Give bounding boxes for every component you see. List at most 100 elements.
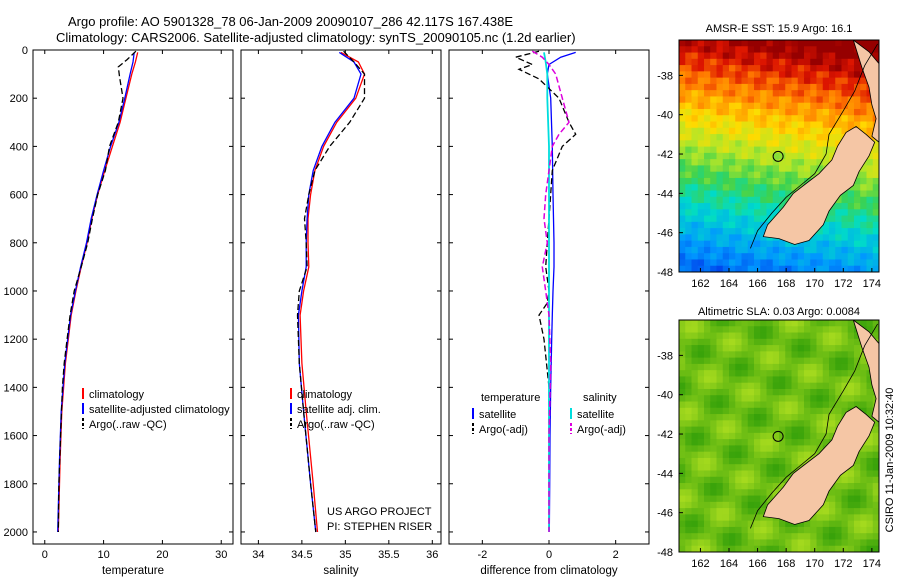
map-cell: [704, 501, 711, 509]
map-cell: [697, 115, 705, 123]
map-cell: [816, 265, 824, 272]
map-cell: [822, 439, 830, 446]
map-cell: [754, 77, 761, 85]
map-cell: [735, 171, 742, 179]
map-cell: [766, 414, 774, 421]
map-frame: [678, 319, 880, 553]
map-cell: [710, 470, 717, 478]
map-cell: [791, 351, 799, 359]
map-cell: [822, 221, 830, 229]
map-cell: [772, 71, 780, 79]
map-cell: [835, 533, 842, 540]
map-cell: [804, 115, 811, 123]
map-cell: [841, 83, 849, 91]
map-cell: [704, 171, 711, 179]
map-cell: [722, 420, 730, 428]
map-cell: [772, 58, 780, 66]
map-cell: [791, 46, 799, 54]
map-cell: [804, 357, 811, 365]
map-cell: [741, 320, 749, 327]
map-cell: [754, 395, 761, 403]
map-cell: [704, 533, 711, 540]
map-cell: [797, 71, 805, 79]
map-cell: [835, 140, 842, 148]
map-cell: [797, 65, 805, 72]
map-cell: [860, 470, 867, 478]
map-cell: [810, 320, 817, 327]
map-cell: [779, 370, 786, 377]
map-cell: [816, 77, 824, 85]
map-cell: [741, 259, 749, 267]
map-cell: [747, 253, 755, 260]
map-cell: [685, 457, 692, 465]
map-cell: [747, 196, 755, 204]
map-cell: [791, 439, 799, 446]
map-cell: [760, 65, 767, 72]
x-tick-label: 168: [777, 278, 795, 290]
map-cell: [816, 102, 824, 110]
map-cell: [854, 388, 861, 396]
map-cell: [866, 382, 874, 390]
map-cell: [785, 115, 792, 123]
map-cell: [760, 177, 767, 185]
map-cell: [704, 221, 711, 229]
map-cell: [866, 159, 874, 166]
map-cell: [822, 121, 830, 129]
map-cell: [797, 40, 805, 47]
csiro-timestamp: CSIRO 11-Jan-2009 10:32:40: [884, 388, 896, 533]
map-cell: [716, 495, 724, 503]
map-cell: [760, 376, 767, 384]
map-cell: [791, 539, 799, 547]
map-cell: [722, 134, 730, 141]
map-cell: [691, 83, 699, 91]
map-cell: [691, 196, 699, 204]
map-cell: [804, 159, 811, 166]
map-cell: [847, 514, 855, 522]
map-cell: [716, 476, 724, 484]
map-cell: [847, 382, 855, 390]
map-cell: [679, 221, 686, 229]
map-cell: [679, 102, 686, 110]
map-cell: [716, 140, 724, 148]
map-cell: [766, 357, 774, 365]
map-cell: [710, 46, 717, 54]
map-cell: [866, 483, 874, 490]
land-north-island: [852, 40, 879, 143]
map-cell: [872, 209, 879, 217]
map-cell: [854, 501, 861, 509]
map-cell: [860, 363, 867, 371]
map-cell: [722, 165, 730, 173]
map-cell: [766, 190, 774, 198]
map-cell: [710, 545, 717, 552]
map-cell: [872, 259, 879, 267]
map-cell: [766, 451, 774, 459]
map-cell: [685, 370, 692, 377]
map-cell: [754, 46, 761, 54]
map-cell: [754, 40, 761, 47]
x-axis-label: salinity: [323, 565, 358, 577]
map-cell: [722, 246, 730, 254]
map-cell: [722, 414, 730, 421]
map-cell: [691, 171, 699, 179]
map-cell: [810, 165, 817, 173]
map-cell: [760, 545, 767, 552]
map-cell: [841, 221, 849, 229]
map-cell: [691, 52, 699, 60]
map-cell: [697, 40, 705, 47]
map-cell: [691, 240, 699, 248]
map-cell: [854, 196, 861, 204]
map-cell: [735, 326, 742, 334]
map-cell: [785, 451, 792, 459]
map-cell: [679, 451, 686, 459]
map-cell: [697, 221, 705, 229]
map-cell: [835, 58, 842, 66]
map-cell: [697, 190, 705, 198]
map-cell: [685, 90, 692, 97]
map-cell: [810, 58, 817, 66]
map-cell: [691, 177, 699, 185]
map-cell: [804, 326, 811, 334]
map-cell: [779, 426, 786, 434]
map-cell: [816, 514, 824, 522]
map-cell: [741, 382, 749, 390]
